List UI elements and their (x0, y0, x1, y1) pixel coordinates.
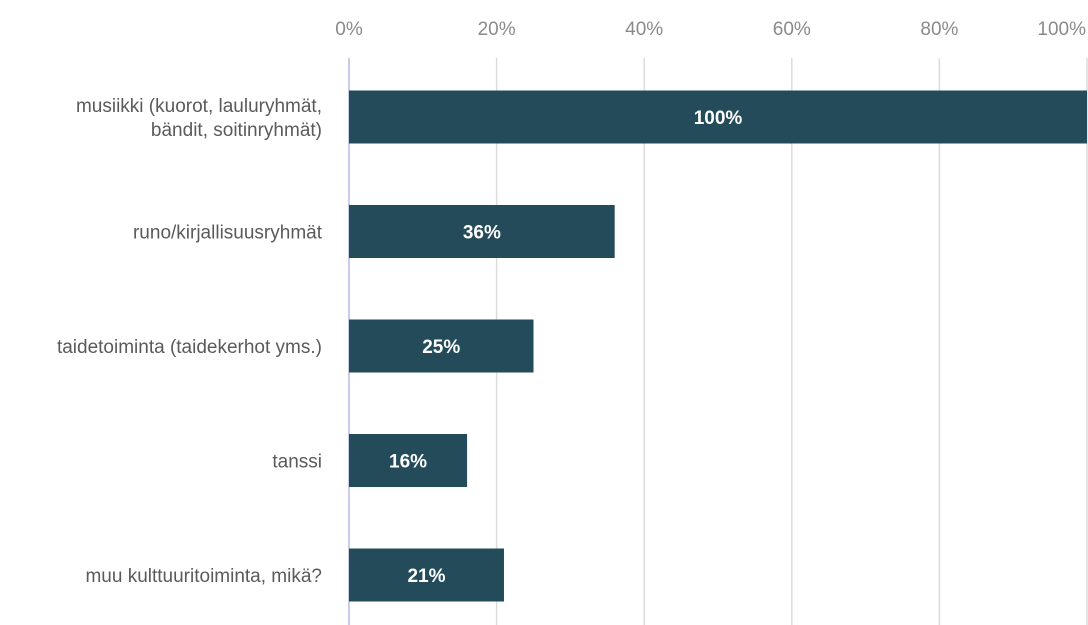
bar (349, 434, 468, 487)
bar (349, 319, 534, 373)
category-label: tanssi (272, 452, 322, 473)
x-tick-label: 40% (625, 19, 663, 40)
category-label: musiikki (kuorot, lauluryhmät, (76, 96, 322, 117)
data-label: 36% (463, 223, 501, 244)
x-tick-label: 20% (478, 19, 516, 40)
bar (349, 90, 1087, 144)
x-tick-label: 100% (1037, 19, 1086, 40)
gridlines (495, 58, 1088, 625)
x-tick-label: 60% (773, 19, 811, 40)
category-labels: musiikki (kuorot, lauluryhmät, bändit, so… (57, 96, 323, 587)
data-label: 25% (422, 337, 460, 358)
bar (349, 205, 615, 258)
x-tick-label: 0% (335, 19, 363, 40)
bars: 100% 36% 25% 16% 21% (349, 90, 1087, 602)
category-label: bändit, soitinryhmät) (151, 120, 322, 141)
x-axis: 0% 20% 40% 60% 80% 100% (335, 19, 1086, 625)
data-label: 16% (389, 452, 427, 473)
data-label: 21% (407, 566, 445, 587)
category-label: muu kulttuuritoiminta, mikä? (85, 566, 322, 587)
x-tick-label: 80% (920, 19, 958, 40)
category-label: runo/kirjallisuusryhmät (133, 223, 323, 244)
category-label: taidetoiminta (taidekerhot yms.) (57, 337, 322, 358)
bar (349, 548, 504, 602)
data-label: 100% (694, 108, 743, 129)
